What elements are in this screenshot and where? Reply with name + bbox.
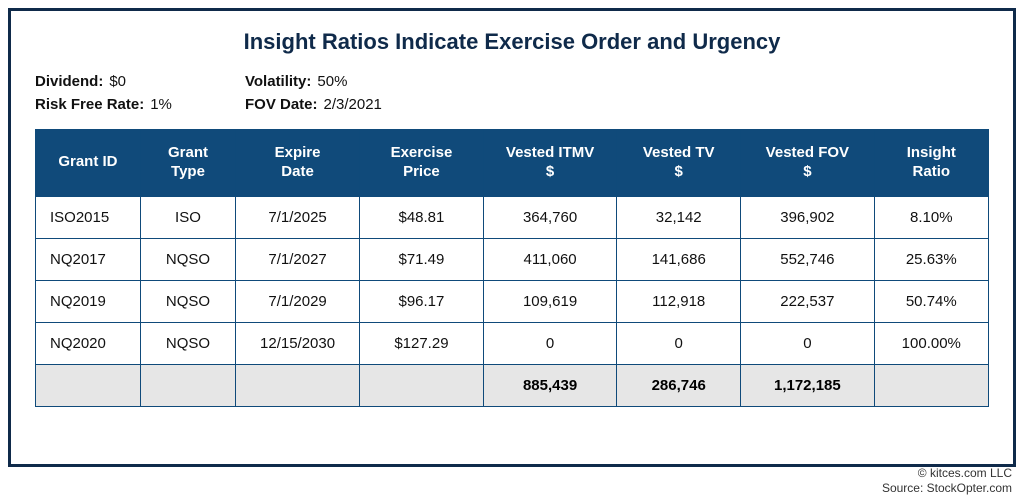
table-cell: NQ2017 bbox=[36, 238, 141, 280]
col-grant-id: Grant ID bbox=[36, 130, 141, 197]
table-cell: 25.63% bbox=[874, 238, 988, 280]
table-cell: 12/15/2030 bbox=[236, 322, 360, 364]
table-cell: 222,537 bbox=[741, 280, 874, 322]
figure-frame: Insight Ratios Indicate Exercise Order a… bbox=[8, 8, 1016, 467]
page-title: Insight Ratios Indicate Exercise Order a… bbox=[35, 29, 989, 55]
table-cell: 552,746 bbox=[741, 238, 874, 280]
meta-volatility-label: Volatility: bbox=[245, 73, 311, 90]
table-cell: 112,918 bbox=[617, 280, 741, 322]
table-cell: $71.49 bbox=[360, 238, 484, 280]
table-cell: $127.29 bbox=[360, 322, 484, 364]
table-cell: NQ2020 bbox=[36, 322, 141, 364]
meta-rfr-label: Risk Free Rate: bbox=[35, 96, 144, 113]
table-header-row: Grant ID GrantType ExpireDate ExercisePr… bbox=[36, 130, 989, 197]
table-row: NQ2017NQSO7/1/2027$71.49411,060141,68655… bbox=[36, 238, 989, 280]
table-cell: $48.81 bbox=[360, 196, 484, 238]
table-cell: $96.17 bbox=[360, 280, 484, 322]
insight-ratio-table: Grant ID GrantType ExpireDate ExercisePr… bbox=[35, 129, 989, 407]
col-grant-type: GrantType bbox=[140, 130, 235, 197]
table-cell: 0 bbox=[483, 322, 616, 364]
total-cell bbox=[36, 364, 141, 406]
col-insight-ratio: InsightRatio bbox=[874, 130, 988, 197]
total-cell: 885,439 bbox=[483, 364, 616, 406]
meta-fovdate-label: FOV Date: bbox=[245, 96, 318, 113]
table-cell: 32,142 bbox=[617, 196, 741, 238]
meta-dividend-value: $0 bbox=[109, 73, 126, 90]
table-cell: 141,686 bbox=[617, 238, 741, 280]
attribution-source: Source: StockOpter.com bbox=[882, 481, 1012, 497]
meta-block: Dividend: $0 Volatility: 50% Risk Free R… bbox=[35, 73, 989, 113]
table-cell: 0 bbox=[617, 322, 741, 364]
col-vested-tv: Vested TV$ bbox=[617, 130, 741, 197]
total-cell bbox=[140, 364, 235, 406]
table-cell: NQSO bbox=[140, 322, 235, 364]
table-cell: 50.74% bbox=[874, 280, 988, 322]
meta-fovdate: FOV Date: 2/3/2021 bbox=[245, 96, 505, 113]
total-cell bbox=[874, 364, 988, 406]
col-vested-itmv: Vested ITMV$ bbox=[483, 130, 616, 197]
meta-rfr-value: 1% bbox=[150, 96, 172, 113]
table-row: ISO2015ISO7/1/2025$48.81364,76032,142396… bbox=[36, 196, 989, 238]
total-cell: 286,746 bbox=[617, 364, 741, 406]
col-vested-fov: Vested FOV$ bbox=[741, 130, 874, 197]
table-cell: 396,902 bbox=[741, 196, 874, 238]
meta-rfr: Risk Free Rate: 1% bbox=[35, 96, 245, 113]
table-cell: 7/1/2025 bbox=[236, 196, 360, 238]
total-cell bbox=[236, 364, 360, 406]
meta-volatility: Volatility: 50% bbox=[245, 73, 505, 90]
table-cell: ISO2015 bbox=[36, 196, 141, 238]
table-cell: NQ2019 bbox=[36, 280, 141, 322]
table-cell: ISO bbox=[140, 196, 235, 238]
meta-fovdate-value: 2/3/2021 bbox=[324, 96, 382, 113]
table-row: NQ2019NQSO7/1/2029$96.17109,619112,91822… bbox=[36, 280, 989, 322]
table-cell: 100.00% bbox=[874, 322, 988, 364]
table-cell: 7/1/2027 bbox=[236, 238, 360, 280]
total-cell: 1,172,185 bbox=[741, 364, 874, 406]
table-cell: 364,760 bbox=[483, 196, 616, 238]
meta-dividend-label: Dividend: bbox=[35, 73, 103, 90]
table-cell: 8.10% bbox=[874, 196, 988, 238]
table-cell: 7/1/2029 bbox=[236, 280, 360, 322]
attribution-copyright: © kitces.com LLC bbox=[882, 466, 1012, 482]
table-cell: NQSO bbox=[140, 280, 235, 322]
table-cell: 411,060 bbox=[483, 238, 616, 280]
table-row: NQ2020NQSO12/15/2030$127.29000100.00% bbox=[36, 322, 989, 364]
col-expire-date: ExpireDate bbox=[236, 130, 360, 197]
table-cell: 0 bbox=[741, 322, 874, 364]
meta-volatility-value: 50% bbox=[317, 73, 347, 90]
col-exercise-price: ExercisePrice bbox=[360, 130, 484, 197]
table-total-row: 885,439 286,746 1,172,185 bbox=[36, 364, 989, 406]
table-cell: 109,619 bbox=[483, 280, 616, 322]
table-cell: NQSO bbox=[140, 238, 235, 280]
meta-dividend: Dividend: $0 bbox=[35, 73, 245, 90]
total-cell bbox=[360, 364, 484, 406]
attribution: © kitces.com LLC Source: StockOpter.com bbox=[882, 466, 1012, 497]
